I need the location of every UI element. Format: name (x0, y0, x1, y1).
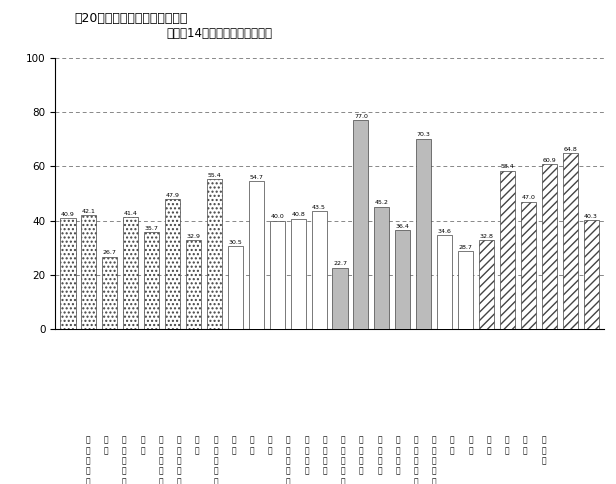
Bar (354, 121, 368, 329)
Text: パ
ル
プ
・
紙: パ ル プ ・ 紙 (122, 436, 127, 484)
Text: 金
属: 金 属 (268, 436, 272, 455)
Text: 60.9: 60.9 (543, 158, 556, 163)
Text: 家
具: 家 具 (505, 436, 509, 455)
Text: 35.7: 35.7 (145, 226, 159, 231)
Text: 40.3: 40.3 (584, 213, 598, 219)
Text: 木
材: 木 材 (104, 436, 108, 455)
Text: （平成14年：従業者４人以上）: （平成14年：従業者４人以上） (166, 27, 272, 40)
Text: 輸
送
機
械: 輸 送 機 械 (377, 436, 382, 476)
Bar (500, 171, 515, 329)
Bar (521, 202, 536, 329)
Text: 40.8: 40.8 (291, 212, 305, 217)
Bar (395, 230, 410, 329)
Text: 食
料
・
た
ば
こ: 食 料 ・ た ば こ (432, 436, 437, 484)
Text: 40.9: 40.9 (61, 212, 75, 217)
Text: 印
刷: 印 刷 (523, 436, 527, 455)
Text: 一
般
機
械: 一 般 機 械 (304, 436, 309, 476)
Text: 精
密
機
械: 精 密 機 械 (395, 436, 400, 476)
Text: そ
の
他: そ の 他 (541, 436, 546, 466)
Text: 43.5: 43.5 (312, 205, 326, 210)
Text: 化
学: 化 学 (140, 436, 145, 455)
Text: 32.8: 32.8 (480, 234, 493, 239)
Text: 36.4: 36.4 (396, 224, 410, 229)
Text: 28.7: 28.7 (459, 245, 472, 250)
Text: 32.9: 32.9 (187, 234, 201, 239)
Bar (375, 207, 389, 329)
Bar (249, 181, 264, 329)
Text: 55.4: 55.4 (208, 173, 221, 178)
Text: 囲20　業種別付加価値率（％）: 囲20 業種別付加価値率（％） (74, 12, 187, 25)
Text: 54.7: 54.7 (249, 175, 263, 180)
Text: 衣
服: 衣 服 (487, 436, 491, 455)
Text: 45.2: 45.2 (375, 200, 389, 205)
Bar (583, 220, 599, 329)
Text: 情
報
通
信
機
械: 情 報 通 信 機 械 (341, 436, 346, 484)
Bar (165, 199, 180, 329)
Text: 42.1: 42.1 (82, 209, 96, 213)
Text: 58.4: 58.4 (501, 165, 514, 169)
Text: 77.0: 77.0 (354, 114, 368, 119)
Bar (207, 179, 222, 329)
Bar (458, 251, 473, 329)
Bar (291, 219, 306, 329)
Bar (562, 153, 578, 329)
Text: 47.9: 47.9 (166, 193, 180, 198)
Text: 34.6: 34.6 (438, 229, 452, 234)
Bar (81, 215, 97, 329)
Text: 64.8: 64.8 (563, 147, 577, 152)
Text: 加
工
組
立
型: 加 工 組 立 型 (286, 436, 291, 484)
Text: 22.7: 22.7 (333, 261, 347, 266)
Bar (144, 232, 159, 329)
Bar (312, 211, 326, 329)
Bar (333, 268, 347, 329)
Bar (479, 240, 494, 329)
Text: 70.3: 70.3 (417, 132, 431, 137)
Bar (102, 257, 118, 329)
Text: 40.0: 40.0 (270, 214, 284, 219)
Text: 飲
料: 飲 料 (450, 436, 455, 455)
Text: 47.0: 47.0 (521, 196, 535, 200)
Text: 41.4: 41.4 (124, 211, 138, 215)
Text: 繊
維: 繊 維 (468, 436, 473, 455)
Text: プ
ラ
ス
チ
ッ
ク: プ ラ ス チ ッ ク (177, 436, 181, 484)
Bar (270, 221, 285, 329)
Bar (60, 218, 76, 329)
Text: 窯
業
・
土
石: 窯 業 ・ 土 石 (213, 436, 218, 484)
Bar (186, 240, 201, 329)
Text: 電
気
機
械: 電 気 機 械 (323, 436, 327, 476)
Text: 基
礎
素
材
型: 基 礎 素 材 型 (86, 436, 91, 484)
Bar (541, 164, 557, 329)
Text: 電
子
部
品: 電 子 部 品 (359, 436, 363, 476)
Text: 鉄
鈗: 鉄 鈗 (232, 436, 236, 455)
Bar (228, 246, 243, 329)
Text: 30.5: 30.5 (229, 240, 242, 245)
Bar (437, 235, 452, 329)
Text: 生
活
関
連
型: 生 活 関 連 型 (413, 436, 418, 484)
Bar (416, 138, 431, 329)
Text: 26.7: 26.7 (103, 250, 117, 256)
Text: 非
鉄: 非 鉄 (249, 436, 254, 455)
Text: ゴ
ム: ゴ ム (195, 436, 200, 455)
Text: 石
油
・
石
炭: 石 油 ・ 石 炭 (158, 436, 163, 484)
Bar (123, 217, 139, 329)
